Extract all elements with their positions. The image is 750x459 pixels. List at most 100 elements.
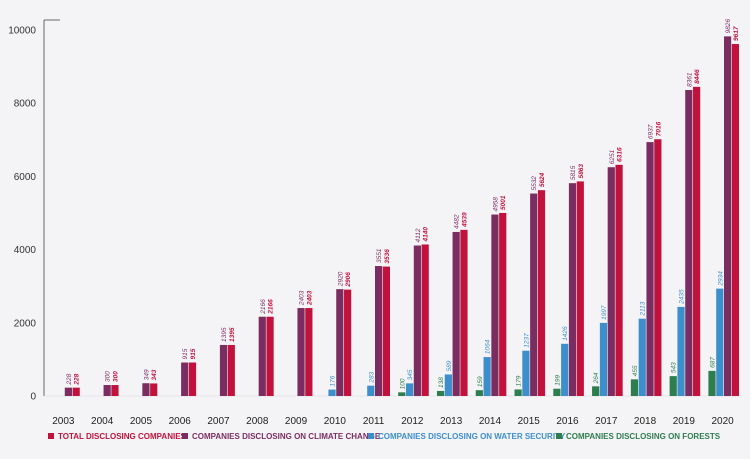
- data-label: 3551: [376, 248, 383, 263]
- x-tick-label: 2003: [52, 416, 75, 427]
- legend-label: COMPANIES DISCLOSING ON WATER SECURITY: [378, 432, 566, 441]
- data-labels: 228 228 300 300 349 343 915 915 1395 1395 2166 2166…: [66, 19, 740, 390]
- bar: [452, 231, 460, 396]
- data-label: 9826: [725, 19, 732, 34]
- bar: [64, 387, 72, 396]
- data-label: 5815: [570, 165, 577, 180]
- data-label: 687: [710, 357, 717, 368]
- data-label: 3536: [384, 249, 391, 264]
- bar: [553, 388, 561, 396]
- x-tick-label: 2011: [363, 416, 385, 427]
- data-label: 300: [105, 371, 112, 382]
- y-tick-label: 8000: [14, 99, 37, 110]
- bar: [475, 390, 483, 396]
- bar: [615, 164, 623, 396]
- bar: [405, 383, 414, 396]
- x-tick-label: 2013: [440, 416, 463, 427]
- data-label: 4112: [415, 228, 422, 242]
- data-label: 349: [143, 369, 150, 380]
- bar: [367, 385, 375, 396]
- data-label: 5532: [531, 176, 538, 191]
- data-label: 176: [330, 375, 337, 386]
- bar: [219, 344, 228, 396]
- data-label: 2435: [679, 289, 686, 305]
- legend-swatch: [48, 433, 54, 439]
- bar: [150, 383, 158, 396]
- bar: [382, 266, 390, 396]
- legend: TOTAL DISCLOSING COMPANIES COMPANIES DISC…: [48, 432, 721, 441]
- data-label: 4539: [461, 212, 468, 228]
- bar: [607, 167, 615, 396]
- bar: [530, 193, 538, 396]
- x-tick-label: 2020: [711, 416, 734, 427]
- bar: [646, 142, 654, 396]
- data-label: 345: [407, 369, 414, 380]
- data-label: 179: [516, 375, 523, 386]
- bar: [444, 374, 452, 396]
- data-label: 343: [151, 369, 158, 380]
- bar: [336, 289, 344, 396]
- data-label: 2113: [640, 301, 647, 316]
- bar: [398, 392, 406, 396]
- bar: [344, 289, 352, 396]
- data-label: 228: [66, 373, 73, 385]
- bar: [731, 44, 739, 397]
- bar: [142, 383, 150, 396]
- x-tick-label: 2010: [324, 416, 347, 427]
- bar: [669, 376, 677, 396]
- x-tick-label: 2016: [556, 416, 579, 427]
- axes: 0 2000 4000 6000 8000 10000 2003 2004 2005 2006 20…: [8, 19, 742, 427]
- x-tick-label: 2017: [595, 416, 618, 427]
- data-label: 2934: [717, 271, 724, 287]
- data-label: 2166: [260, 299, 267, 315]
- bar: [266, 316, 274, 396]
- data-label: 543: [671, 362, 678, 373]
- bars: [64, 36, 739, 397]
- data-label: 1426: [562, 326, 569, 341]
- data-label: 9617: [733, 26, 740, 41]
- data-label: 2166: [268, 299, 275, 315]
- bar: [460, 229, 468, 396]
- data-label: 300: [112, 371, 119, 382]
- bar: [716, 288, 724, 396]
- data-label: 4958: [492, 197, 499, 212]
- bar: [181, 362, 189, 396]
- bar: [227, 344, 235, 396]
- data-label: 1395: [221, 327, 228, 342]
- bar: [693, 86, 701, 396]
- bar: [592, 386, 600, 396]
- bar: [188, 362, 197, 396]
- x-tick-label: 2005: [130, 416, 153, 427]
- y-tick-label: 6000: [14, 172, 37, 183]
- bar: [522, 350, 530, 396]
- legend-label: TOTAL DISCLOSING COMPANIES: [58, 432, 187, 441]
- bar: [599, 322, 608, 396]
- bar: [568, 183, 577, 396]
- data-label: 6316: [617, 147, 624, 162]
- data-label: 915: [182, 348, 189, 359]
- bar: [576, 181, 584, 396]
- legend-swatch: [556, 433, 562, 439]
- bar: [630, 379, 639, 396]
- data-label: 159: [477, 376, 484, 387]
- bar: [436, 390, 445, 396]
- data-label: 199: [554, 374, 561, 385]
- data-label: 589: [446, 360, 453, 371]
- data-label: 4482: [454, 214, 461, 229]
- data-label: 2403: [299, 290, 306, 306]
- bar: [708, 370, 716, 396]
- bar: [491, 214, 499, 396]
- data-label: 4140: [423, 227, 430, 243]
- data-label: 100: [399, 378, 406, 389]
- data-label: 7016: [655, 121, 662, 136]
- bar: [421, 244, 429, 396]
- bar: [724, 36, 732, 396]
- x-tick-label: 2019: [673, 416, 696, 427]
- data-label: 455: [632, 365, 639, 376]
- bar: [413, 245, 421, 396]
- x-tick-label: 2006: [169, 416, 192, 427]
- legend-label: COMPANIES DISCLOSING ON FORESTS: [566, 432, 721, 441]
- bar: [561, 343, 569, 396]
